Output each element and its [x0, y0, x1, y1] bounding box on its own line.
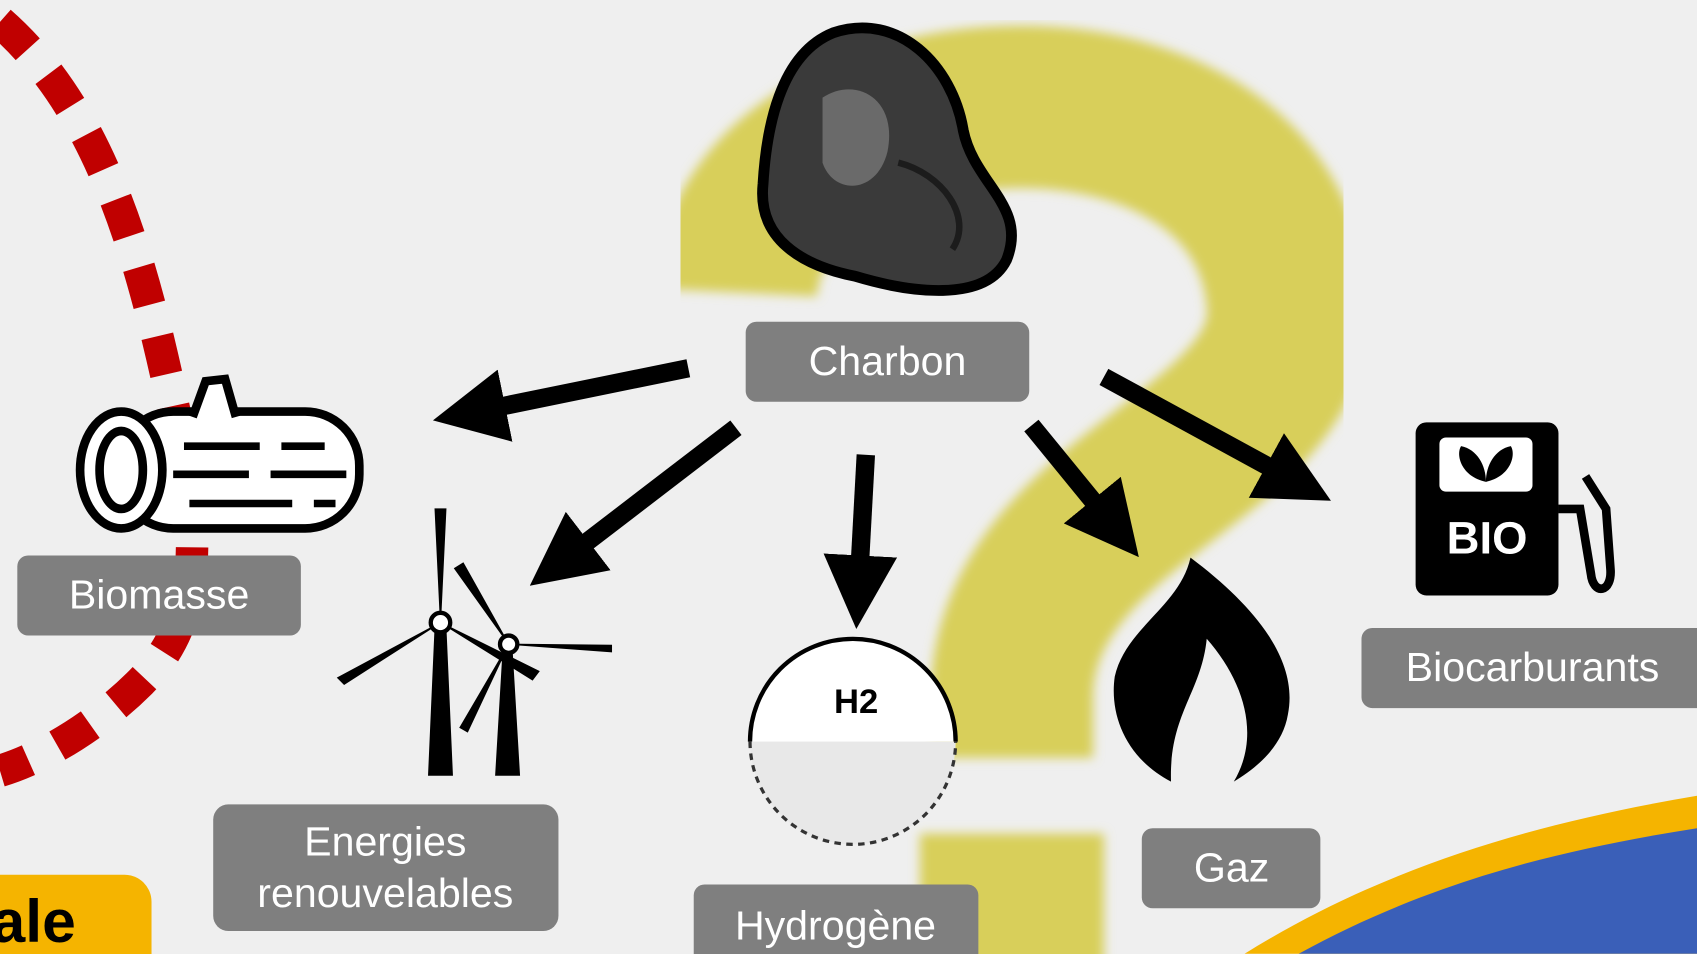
node-label: renouvelables	[257, 870, 513, 916]
diagram: ale H2 BI	[0, 0, 1697, 954]
icon-text: BIO	[1447, 512, 1528, 563]
node-label: Energies	[304, 818, 466, 864]
node-label: Hydrogène	[735, 903, 936, 949]
center-label: Charbon	[809, 338, 967, 384]
node-label: Biocarburants	[1406, 644, 1660, 690]
corner-label: ale	[0, 887, 76, 954]
arrow	[859, 455, 865, 574]
node-label: Biomasse	[69, 572, 250, 618]
node-label: Gaz	[1194, 844, 1269, 890]
page: {"center": {"label": "Charbon"}, "nodes"…	[0, 0, 1697, 954]
icon-text: H2	[834, 683, 878, 721]
hydrogen-icon: H2	[750, 639, 956, 844]
